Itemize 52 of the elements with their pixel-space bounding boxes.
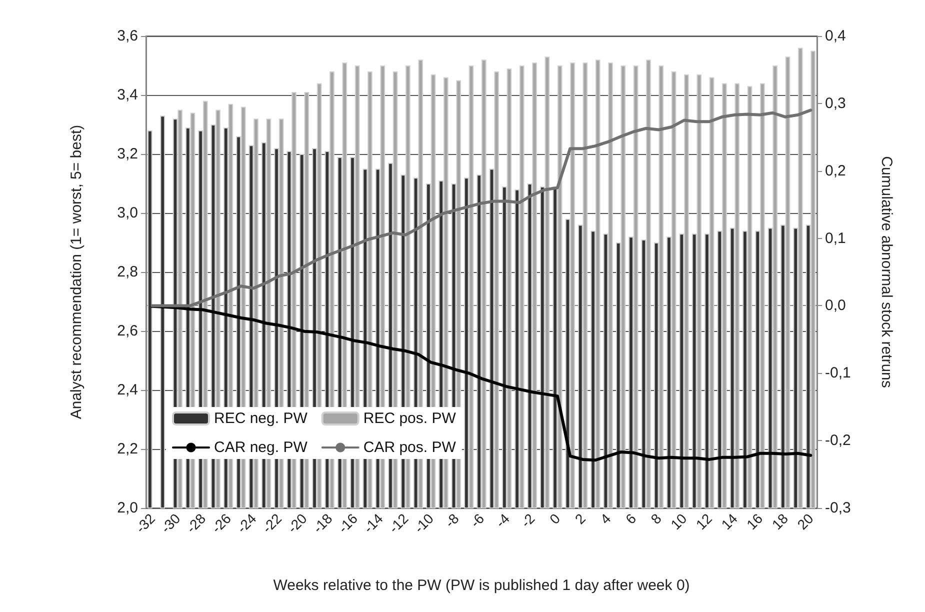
- y-tick-label: 2,6: [117, 322, 138, 340]
- x-tick-label: 16: [743, 510, 766, 533]
- y-tick-label: 2,8: [117, 264, 138, 280]
- x-tick-label: -2: [518, 510, 538, 530]
- line-series: [150, 108, 812, 308]
- y2-tick-label: 0,2: [825, 162, 846, 180]
- y2-tick-label: 0,3: [825, 94, 846, 112]
- y2-tick-label: -0,1: [825, 364, 851, 382]
- y-tick-label: 3,2: [117, 146, 138, 162]
- x-tick-label: -28: [183, 510, 209, 536]
- line-series: [150, 304, 812, 462]
- x-tick-label: -10: [410, 510, 437, 536]
- y-tick-label: 3,4: [117, 86, 138, 104]
- legend-label: CAR pos. PW: [363, 439, 457, 456]
- y-tick-label: 3,6: [117, 28, 138, 44]
- x-tick-label: 0: [546, 510, 564, 528]
- x-tick-label: -20: [284, 510, 310, 536]
- y2-tick-label: -0,2: [825, 432, 851, 450]
- x-tick-label: -30: [158, 510, 184, 536]
- x-tick-label: 12: [692, 510, 716, 533]
- y-tick-label: 2,0: [117, 500, 138, 516]
- x-tick-label: 20: [794, 510, 816, 533]
- x-tick-label: 4: [596, 510, 614, 528]
- x-tick-label: -4: [492, 510, 513, 530]
- x-tick-label: 8: [648, 510, 665, 528]
- x-tick-label: -14: [360, 510, 386, 536]
- legend-label: REC pos. PW: [363, 410, 457, 427]
- x-tick-label: -8: [442, 510, 462, 530]
- x-tick-label: 10: [667, 510, 690, 533]
- x-tick-label: -24: [234, 510, 260, 536]
- y2-tick-label: 0,4: [825, 28, 846, 44]
- x-tick-label: 14: [718, 510, 741, 533]
- x-tick-label: 6: [622, 510, 640, 528]
- x-tick-label: -26: [208, 510, 234, 536]
- y-tick-label: 3,0: [117, 204, 138, 222]
- y2-axis-title: Cumulative abnormal stock retruns: [878, 156, 895, 388]
- y-tick-label: 2,4: [117, 382, 138, 398]
- x-tick-label: -22: [258, 510, 285, 536]
- y-axis-title: Analyst recommendation (1= worst, 5= best): [68, 124, 85, 420]
- x-tick-label: -6: [467, 510, 488, 530]
- legend-label: REC neg. PW: [214, 410, 308, 427]
- x-axis-title: Weeks relative to the PW (PW is published 1 day after week 0): [273, 577, 690, 594]
- legend-label: CAR neg. PW: [214, 439, 308, 456]
- y2-tick-label: -0,3: [825, 500, 851, 516]
- x-tick-label: -16: [334, 510, 361, 536]
- y-tick-label: 2,2: [117, 440, 138, 458]
- x-tick-label: 2: [572, 510, 589, 528]
- x-tick-label: -12: [386, 510, 412, 536]
- x-tick-label: -18: [310, 510, 336, 536]
- x-tick-label: 18: [768, 510, 792, 533]
- y2-tick-label: 0,0: [825, 297, 846, 314]
- y2-tick-label: 0,1: [825, 230, 846, 247]
